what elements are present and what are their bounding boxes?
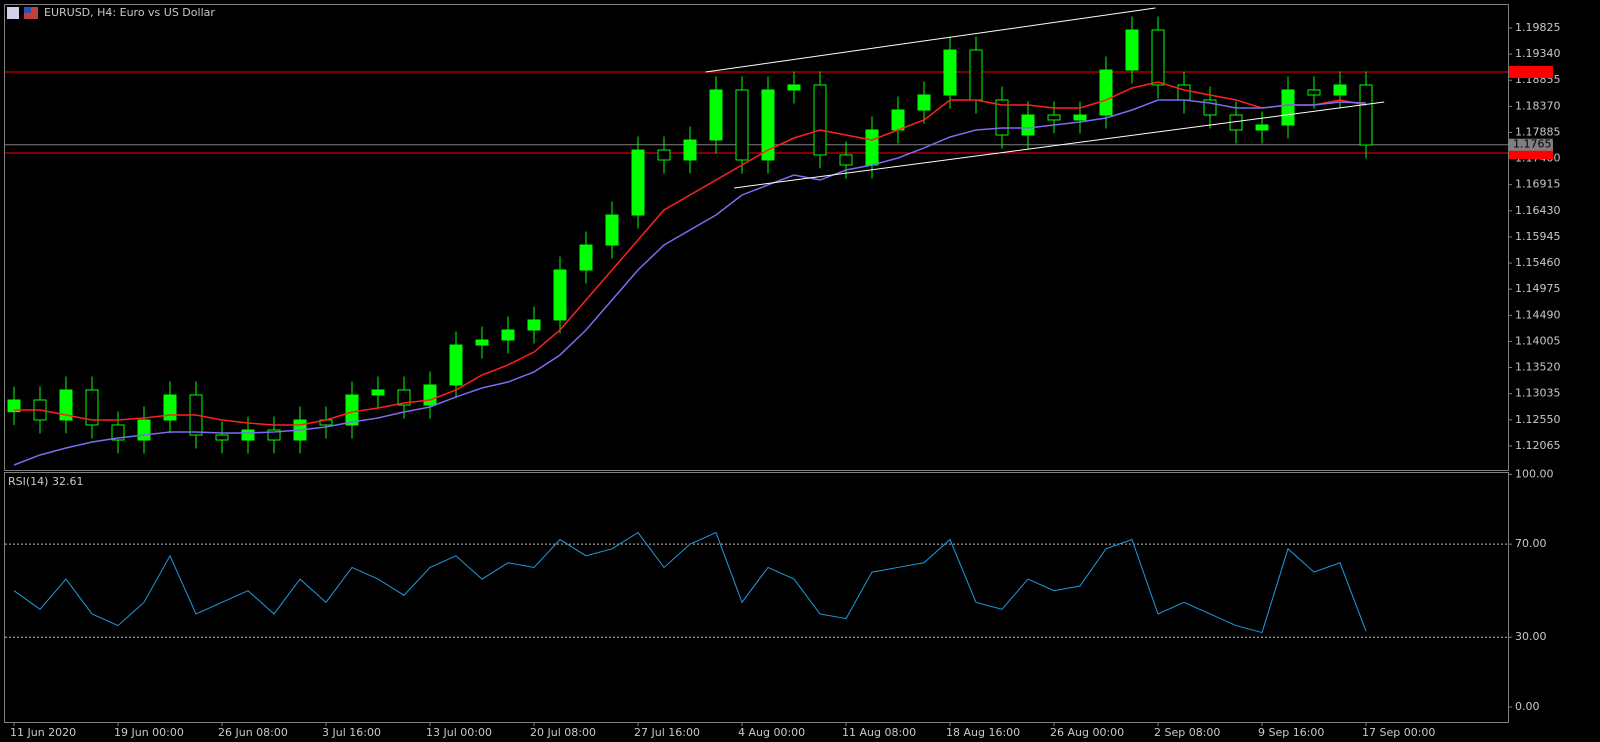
y-tick-label: 1.12550 bbox=[1515, 413, 1561, 426]
candle-body bbox=[345, 394, 359, 426]
y-tick-label: 1.14490 bbox=[1515, 308, 1561, 321]
symbol-icon bbox=[7, 7, 38, 19]
candle-body bbox=[813, 84, 827, 156]
candle-body bbox=[917, 94, 931, 111]
candle-body bbox=[865, 129, 879, 166]
moving-average bbox=[14, 81, 1367, 426]
candle-body bbox=[1307, 89, 1321, 96]
x-tick-label: 26 Jun 08:00 bbox=[218, 726, 288, 739]
x-tick-label: 26 Aug 00:00 bbox=[1050, 726, 1124, 739]
candle-body bbox=[631, 149, 645, 216]
rsi-pane bbox=[4, 472, 1509, 723]
candle-body bbox=[501, 329, 515, 341]
y-tick-label: 1.17885 bbox=[1515, 125, 1561, 138]
candle-body bbox=[1099, 69, 1113, 116]
candle-body bbox=[891, 109, 905, 131]
y-tick-label: 1.15945 bbox=[1515, 230, 1561, 243]
price-tag-label: 1.17657 bbox=[1513, 138, 1559, 151]
candle-body bbox=[1281, 89, 1295, 126]
rsi-title: RSI(14) 32.61 bbox=[8, 475, 83, 488]
y-tick-label: 1.14005 bbox=[1515, 334, 1561, 347]
candle-body bbox=[1047, 114, 1061, 121]
candle-body bbox=[709, 89, 723, 141]
candle-body bbox=[1359, 84, 1373, 146]
x-tick-label: 27 Jul 16:00 bbox=[634, 726, 700, 739]
candle-body bbox=[85, 389, 99, 426]
x-tick-label: 2 Sep 08:00 bbox=[1154, 726, 1220, 739]
candle-body bbox=[787, 84, 801, 91]
candle-body bbox=[1177, 84, 1191, 101]
y-tick-label: 100.00 bbox=[1515, 467, 1554, 480]
candle-body bbox=[1073, 114, 1087, 121]
candle-body bbox=[553, 269, 567, 321]
candle-body bbox=[59, 389, 73, 421]
x-tick-label: 20 Jul 08:00 bbox=[530, 726, 596, 739]
y-tick-label: 0.00 bbox=[1515, 700, 1540, 713]
candle-body bbox=[449, 344, 463, 386]
candle-body bbox=[657, 149, 671, 161]
candle-body bbox=[527, 319, 541, 331]
x-tick-label: 11 Jun 2020 bbox=[10, 726, 76, 739]
candle-body bbox=[475, 339, 489, 346]
price-pane bbox=[4, 4, 1509, 471]
y-tick-label: 1.14975 bbox=[1515, 282, 1561, 295]
candle-body bbox=[397, 389, 411, 406]
axes: 1.198251.193401.188551.183701.178851.174… bbox=[10, 21, 1561, 739]
y-tick-label: 70.00 bbox=[1515, 537, 1547, 550]
y-tick-label: 1.13520 bbox=[1515, 361, 1561, 374]
candle-body bbox=[683, 139, 697, 161]
candle-body bbox=[943, 49, 957, 96]
x-tick-label: 4 Aug 00:00 bbox=[738, 726, 805, 739]
x-tick-label: 11 Aug 08:00 bbox=[842, 726, 916, 739]
candle-body bbox=[215, 434, 229, 441]
price-tag bbox=[1509, 138, 1553, 151]
x-tick-label: 9 Sep 16:00 bbox=[1258, 726, 1324, 739]
price-tag bbox=[1509, 65, 1553, 78]
y-tick-label: 1.13035 bbox=[1515, 387, 1561, 400]
candle-body bbox=[735, 89, 749, 161]
candle-body bbox=[267, 429, 281, 441]
candle-body bbox=[1151, 29, 1165, 86]
candle-body bbox=[423, 384, 437, 406]
trend-line bbox=[734, 101, 1385, 189]
x-tick-label: 3 Jul 16:00 bbox=[322, 726, 381, 739]
chart-title: EURUSD, H4: Euro vs US Dollar bbox=[44, 6, 215, 19]
candle-body bbox=[605, 214, 619, 246]
candle-body bbox=[969, 49, 983, 101]
candle-body bbox=[7, 399, 21, 413]
candle-body bbox=[1021, 114, 1035, 136]
candle-body bbox=[761, 89, 775, 161]
candle-body bbox=[137, 419, 151, 441]
candle-body bbox=[371, 389, 385, 396]
y-tick-label: 1.12065 bbox=[1515, 439, 1561, 452]
y-tick-label: 1.16430 bbox=[1515, 204, 1561, 217]
y-tick-label: 1.15460 bbox=[1515, 256, 1561, 269]
rsi-plot bbox=[5, 531, 1508, 638]
y-tick-label: 1.19825 bbox=[1515, 21, 1561, 34]
candle-body bbox=[163, 394, 177, 421]
candle-body bbox=[1125, 29, 1139, 71]
candle-body bbox=[1333, 84, 1347, 96]
x-tick-label: 13 Jul 00:00 bbox=[426, 726, 492, 739]
x-tick-label: 19 Jun 00:00 bbox=[114, 726, 184, 739]
y-tick-label: 30.00 bbox=[1515, 630, 1547, 643]
candle-body bbox=[111, 424, 125, 441]
candle-body bbox=[241, 429, 255, 441]
x-tick-label: 17 Sep 00:00 bbox=[1362, 726, 1435, 739]
y-tick-label: 1.16915 bbox=[1515, 178, 1561, 191]
y-tick-label: 1.18370 bbox=[1515, 99, 1561, 112]
trend-line bbox=[705, 7, 1156, 73]
candle-body bbox=[579, 244, 593, 271]
candle-body bbox=[839, 154, 853, 166]
candle-body bbox=[995, 99, 1009, 136]
price-plot bbox=[5, 7, 1508, 466]
y-tick-label: 1.19340 bbox=[1515, 47, 1561, 60]
rsi-line bbox=[13, 531, 1367, 634]
candle-body bbox=[1255, 124, 1269, 131]
moving-average bbox=[13, 99, 1367, 466]
x-tick-label: 18 Aug 16:00 bbox=[946, 726, 1020, 739]
